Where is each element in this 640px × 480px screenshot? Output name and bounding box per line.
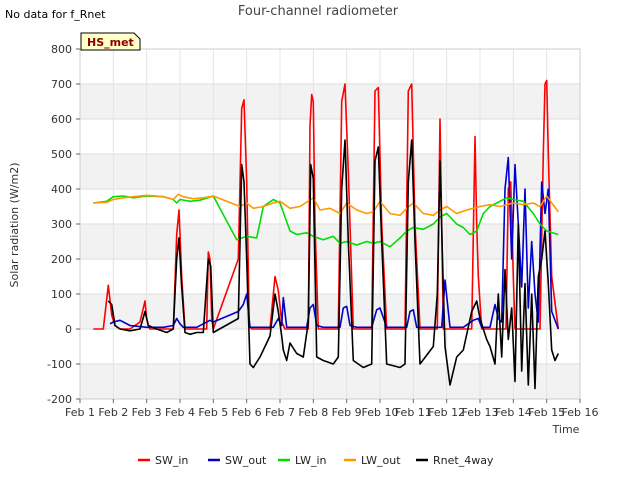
x-axis-ticks: Feb 1 Feb 2 Feb 3 Feb 4 Feb 5 Feb 6 Feb 7 Feb 8… [65, 399, 598, 419]
chart-title: Four-channel radiometer [238, 4, 399, 19]
plot-band [80, 259, 580, 294]
badge-shape [80, 32, 141, 51]
series-layer [93, 79, 560, 390]
y-tick-label: 600 [51, 113, 72, 126]
hs-met-badge: HS_met [80, 32, 141, 51]
plot-band [80, 154, 580, 189]
y-tick-label: -200 [47, 393, 72, 406]
x-tick-label: Feb 2 [98, 406, 128, 419]
x-tick-label: Feb 8 [298, 406, 328, 419]
plot-band [80, 84, 580, 119]
y-tick-label: 300 [51, 218, 72, 231]
y-tick-label: 100 [51, 288, 72, 301]
plot-band [80, 294, 580, 329]
x-tick-label: Feb 13 [462, 406, 499, 419]
x-tick-label: Feb 7 [265, 406, 295, 419]
x-axis-title: Time [552, 423, 580, 436]
x-tick-label: Feb 10 [362, 406, 399, 419]
y-tick-label: -100 [47, 358, 72, 371]
y-tick-label: 700 [51, 78, 72, 91]
series-line-sw-in [93, 79, 560, 330]
plot-band [80, 119, 580, 154]
plot-band [80, 364, 580, 399]
series-line-lw-in [93, 195, 559, 248]
plot-band [80, 329, 580, 364]
y-tick-label: 0 [65, 323, 72, 336]
legend-label: LW_out [361, 454, 401, 467]
y-axis-ticks: -200 -100 0 100 200 300 400 500 600 700 800 [47, 43, 80, 406]
x-tick-label: Feb 15 [528, 406, 565, 419]
legend-label: Rnet_4way [433, 454, 494, 467]
y-tick-label: 500 [51, 148, 72, 161]
x-tick-label: Feb 4 [165, 406, 195, 419]
legend: SW_in SW_out LW_in LW_out Rnet_4way [138, 454, 494, 467]
plot-band [80, 224, 580, 259]
plot-bands [80, 49, 580, 399]
series-line-rnet-4way [107, 139, 560, 390]
no-data-note: No data for f_Rnet [5, 8, 106, 21]
x-tick-label: Feb 11 [395, 406, 432, 419]
plot-band [80, 49, 580, 84]
y-axis-title: Solar radiation (W/m2) [8, 162, 21, 287]
badge-label: HS_met [87, 36, 134, 49]
x-tick-label: Feb 9 [332, 406, 362, 419]
y-tick-label: 400 [51, 183, 72, 196]
x-tick-label: Feb 6 [232, 406, 262, 419]
x-tick-label: Feb 16 [562, 406, 599, 419]
legend-label: LW_in [295, 454, 327, 467]
y-tick-label: 800 [51, 43, 72, 56]
x-tick-label: Feb 1 [65, 406, 95, 419]
legend-label: SW_in [155, 454, 188, 467]
y-tick-label: 200 [51, 253, 72, 266]
legend-label: SW_out [225, 454, 267, 467]
x-tick-label: Feb 3 [132, 406, 162, 419]
x-tick-label: Feb 5 [198, 406, 228, 419]
x-tick-label: Feb 14 [495, 406, 532, 419]
x-tick-label: Feb 12 [428, 406, 465, 419]
